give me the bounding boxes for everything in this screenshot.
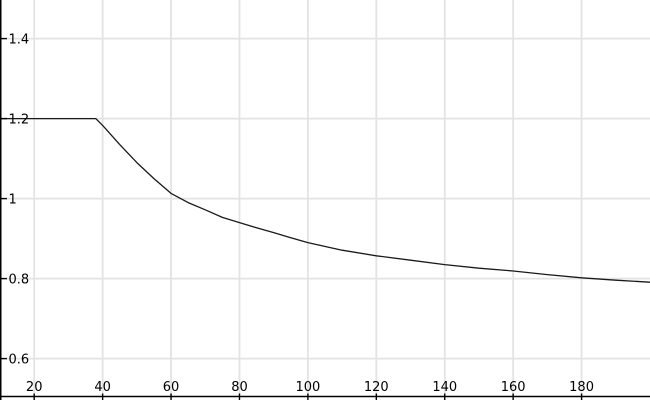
x-tick-label: 160 [501,380,526,395]
y-tick-label: 0.8 [9,272,30,287]
data-curve [0,117,650,283]
x-tick-label: 120 [364,380,389,395]
x-tick-label: 140 [432,380,457,395]
y-tick-label: 0.6 [9,352,30,367]
x-tick-label: 40 [94,380,111,395]
y-tick-label: 1.4 [9,32,30,47]
x-tick-label: 180 [569,380,594,395]
x-tick-label: 80 [231,380,248,395]
x-tick-label: 100 [295,380,320,395]
x-tick-label: 20 [26,380,43,395]
y-tick-label: 1.2 [9,112,30,127]
y-tick-label: 1 [9,192,17,207]
x-tick-label: 60 [163,380,180,395]
